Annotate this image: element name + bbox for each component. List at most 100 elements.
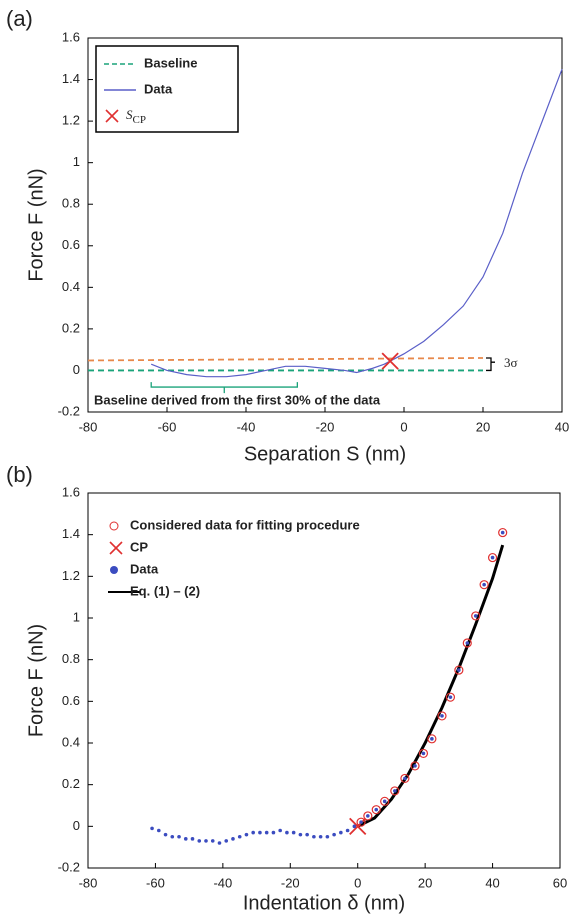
dashed-line (87, 357, 484, 362)
dot-marker (237, 834, 242, 839)
dot-marker (318, 834, 323, 839)
legend-swatch (109, 521, 119, 531)
dot-marker (403, 776, 407, 781)
dot-marker (359, 820, 363, 824)
dot-marker (291, 830, 296, 835)
legend-frame (95, 45, 239, 133)
dot-marker (163, 832, 168, 837)
dot-marker (366, 814, 370, 818)
panel-label: (a) (6, 6, 33, 31)
x-tick-label: 0 (354, 875, 361, 890)
open-circle (418, 748, 429, 759)
y-tick-label: 1.6 (62, 484, 80, 499)
x-tick-label: -20 (281, 875, 300, 890)
y-axis-label: Force F (nN) (25, 624, 47, 737)
y-tick-label: 1.2 (62, 113, 80, 128)
dot-marker (285, 830, 289, 835)
x-tick-label: -80 (79, 419, 98, 434)
dot-marker (482, 582, 486, 587)
y-tick-label: 0.4 (62, 279, 80, 294)
dot-marker (325, 834, 330, 839)
sigma-brace (486, 357, 495, 372)
cross-stroke (105, 109, 119, 123)
y-tick-label: 1.4 (62, 71, 80, 86)
dot-marker (465, 641, 470, 645)
dot-marker (457, 668, 461, 672)
open-circle (363, 811, 373, 821)
legend-swatch (105, 109, 119, 123)
legend-swatch (110, 566, 118, 574)
dot-marker (490, 555, 495, 560)
dot-marker (305, 832, 309, 837)
data-line (150, 68, 563, 378)
cross-stroke (381, 352, 399, 370)
dot-marker (430, 737, 434, 741)
y-tick-label: -0.2 (58, 403, 80, 418)
legend-label: Considered data for fitting procedure (130, 517, 360, 532)
dot-marker (421, 751, 426, 756)
y-tick-label: 0 (73, 362, 80, 377)
dot-marker (473, 614, 478, 618)
dot-marker (271, 830, 276, 835)
y-tick-label: 1.6 (62, 29, 80, 44)
x-tick-label: 60 (553, 875, 567, 890)
dot-marker (224, 839, 229, 843)
y-tick-label: 0.2 (62, 776, 80, 791)
legend-label: Baseline (144, 55, 197, 70)
cross-marker (381, 352, 399, 370)
cross-stroke (349, 817, 367, 835)
dot-marker (500, 530, 505, 535)
dot-marker (231, 837, 235, 841)
x-tick-label: 0 (400, 419, 407, 434)
open-circle (487, 552, 498, 563)
dot-marker (204, 839, 208, 843)
legend-label: SCP (126, 107, 146, 126)
dot-marker (197, 839, 202, 843)
y-tick-label: 0.4 (62, 734, 80, 749)
y-tick-label: 1.2 (62, 568, 80, 583)
baseline-bracket (150, 382, 298, 394)
dot-marker (264, 830, 269, 835)
y-tick-label: 0.6 (62, 693, 80, 708)
dot-marker (190, 837, 195, 841)
dot-marker (374, 807, 379, 812)
dot-marker (312, 834, 316, 839)
dot-marker (177, 834, 181, 839)
legend-label: CP (130, 539, 148, 554)
legend-swatch (109, 541, 123, 555)
dot-marker (150, 826, 154, 831)
x-tick-label: -40 (237, 419, 256, 434)
dot-marker (157, 828, 161, 833)
legend-label: Eq. (1) – (2) (130, 583, 200, 598)
dot-marker (345, 828, 350, 833)
x-tick-label: -60 (146, 875, 165, 890)
y-tick-label: 1.4 (62, 526, 80, 541)
open-circle (400, 773, 410, 784)
y-tick-label: 0.8 (62, 196, 80, 211)
open-circle (498, 527, 508, 538)
x-tick-label: -40 (213, 875, 232, 890)
y-tick-label: 0 (73, 818, 80, 833)
cross-marker (349, 817, 367, 835)
dot-marker (413, 764, 417, 768)
dot-marker (332, 832, 336, 837)
dot-marker (183, 837, 188, 841)
dot-marker (339, 830, 343, 835)
panel-label: (b) (6, 462, 33, 487)
annotation: Baseline derived from the first 30% of t… (94, 393, 381, 408)
y-tick-label: -0.2 (58, 859, 80, 874)
plot-frame (87, 492, 561, 869)
y-tick-label: 0.2 (62, 320, 80, 335)
y-tick-label: 0.8 (62, 651, 80, 666)
open-circle (410, 761, 420, 771)
dot-marker (244, 832, 249, 837)
y-tick-label: 1 (73, 154, 80, 169)
dot-marker (251, 830, 255, 835)
dot-marker (258, 830, 262, 835)
legend-label: Data (144, 81, 173, 96)
annotation: 3σ (504, 355, 518, 370)
x-tick-label: -60 (158, 419, 177, 434)
data-line (357, 544, 505, 828)
open-circle (462, 638, 472, 648)
